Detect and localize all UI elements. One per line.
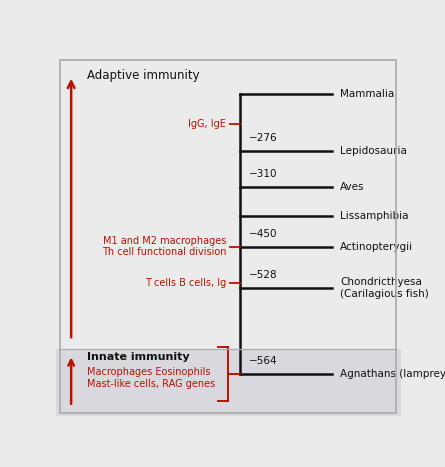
- Text: T cells B cells, Ig: T cells B cells, Ig: [145, 277, 227, 288]
- Text: −310: −310: [249, 170, 277, 179]
- Text: −276: −276: [249, 134, 277, 143]
- Bar: [56, 349, 400, 416]
- Text: −564: −564: [249, 356, 277, 367]
- Text: Innate immunity: Innate immunity: [87, 352, 189, 362]
- Text: Mammalia: Mammalia: [340, 89, 394, 99]
- Text: Actinopterygii: Actinopterygii: [340, 241, 413, 252]
- Text: Lissamphibia: Lissamphibia: [340, 211, 409, 221]
- Text: Lepidosauria: Lepidosauria: [340, 146, 407, 156]
- Text: −450: −450: [249, 229, 277, 239]
- Text: Aves: Aves: [340, 182, 364, 192]
- Text: −528: −528: [249, 270, 277, 280]
- Text: Macrophages Eosinophils
Mast-like cells, RAG genes: Macrophages Eosinophils Mast-like cells,…: [87, 367, 215, 389]
- Text: Chondricthyesa
(Carilagious fish): Chondricthyesa (Carilagious fish): [340, 277, 429, 299]
- Text: IgG, IgE: IgG, IgE: [189, 120, 227, 129]
- Text: M1 and M2 macrophages
Th cell functional division: M1 and M2 macrophages Th cell functional…: [102, 236, 227, 257]
- Text: Adaptive immunity: Adaptive immunity: [87, 69, 199, 82]
- Text: Agnathans (lampreys): Agnathans (lampreys): [340, 369, 445, 379]
